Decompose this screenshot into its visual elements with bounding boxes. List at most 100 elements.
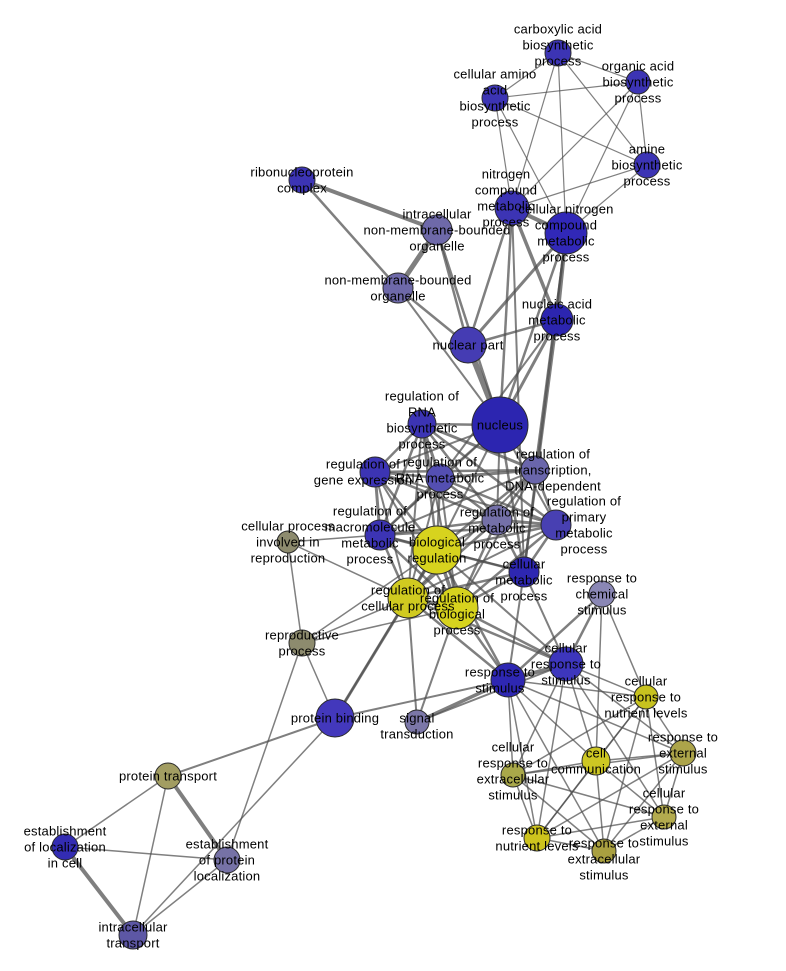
node-label-reg-cell-proc: regulation of cellular process: [361, 583, 455, 614]
edge-est-protein-local--intracell-transport: [132, 859, 228, 936]
node-rnp-complex[interactable]: [288, 166, 316, 194]
node-reg-cell-proc[interactable]: [387, 577, 429, 619]
node-label-reg-bio-proc: regulation of biological process: [420, 591, 494, 638]
node-nuclear-part[interactable]: [449, 326, 487, 364]
node-resp-stimulus[interactable]: [490, 662, 526, 698]
node-cell-resp-extracell[interactable]: [500, 762, 526, 788]
node-reg-metab[interactable]: [481, 504, 513, 536]
node-label-est-local-cell: establishment of localization in cell: [24, 824, 107, 871]
node-label-intra-nmb-organelle: intracellular non-membrane-bounded organel…: [363, 207, 510, 254]
edge-reg-bio-proc--repro-proc: [301, 607, 458, 644]
node-intracell-transport[interactable]: [118, 920, 148, 950]
node-carboxylic-acid[interactable]: [544, 39, 572, 67]
node-cell-metab[interactable]: [508, 556, 540, 588]
edge-resp-stimulus--cell-comm: [507, 679, 597, 762]
labels-layer: carboxylic acid biosynthetic processcellul…: [24, 22, 718, 951]
edge-rnp-complex--intra-nmb-organelle: [301, 178, 438, 232]
node-nitrogen-compound[interactable]: [494, 190, 530, 226]
node-label-reg-metab: regulation of metabolic process: [460, 505, 534, 552]
node-label-nucleic-acid: nucleic acid metabolic process: [522, 297, 592, 344]
edge-nucleic-acid--nitrogen-compound: [510, 207, 559, 321]
node-label-protein-transport: protein transport: [119, 769, 217, 784]
node-resp-nutrient[interactable]: [523, 824, 551, 852]
node-nucleic-acid[interactable]: [540, 303, 574, 337]
node-label-signal-transduction: signal transduction: [380, 711, 453, 742]
node-protein-binding[interactable]: [315, 698, 355, 738]
node-reg-transcription[interactable]: [520, 455, 550, 485]
edge-nitrogen-compound--nucleus: [498, 207, 514, 426]
node-cell-resp-external[interactable]: [651, 804, 677, 830]
node-label-organic-acid: organic acid biosynthetic process: [602, 59, 675, 106]
node-label-cell-metab: cellular metabolic process: [495, 557, 553, 604]
node-resp-external[interactable]: [669, 739, 697, 767]
edge-protein-transport--est-local-cell: [64, 775, 169, 848]
edge-nuclear-part--cell-nitrogen: [466, 232, 568, 346]
node-label-cell-resp-extracell: cellular response to extracellular stimulus: [477, 740, 550, 803]
node-reg-primary[interactable]: [540, 509, 572, 541]
node-label-reg-macromol: regulation of macromolecule metabolic proce…: [325, 504, 416, 567]
node-resp-extracell[interactable]: [591, 838, 617, 864]
node-label-cell-resp-stim: cellular response to stimulus: [531, 641, 601, 688]
node-cell-resp-nutrient[interactable]: [633, 684, 659, 710]
node-reg-gene-expr[interactable]: [359, 456, 391, 488]
node-cell-proc-repro[interactable]: [276, 530, 300, 554]
node-label-bio-regulation: biological regulation: [407, 535, 466, 566]
node-label-resp-chemical: response to chemical stimulus: [567, 571, 637, 618]
node-intra-nmb-organelle[interactable]: [421, 214, 453, 246]
node-amine[interactable]: [633, 151, 661, 179]
edge-resp-stimulus--resp-nutrient: [507, 679, 538, 839]
edge-amino-acid--amine: [494, 97, 648, 166]
node-label-amine: amine biosynthetic process: [611, 142, 682, 189]
node-reg-rna-metab[interactable]: [425, 463, 455, 493]
edge-carboxylic-acid--nitrogen-compound: [511, 52, 559, 209]
edge-cell-resp-stim--signal-transduction: [416, 663, 567, 723]
node-repro-proc[interactable]: [288, 629, 316, 657]
node-label-nuclear-part: nuclear part: [432, 338, 503, 353]
node-est-protein-local[interactable]: [213, 846, 241, 874]
node-label-reg-rna-metab: regulation of RNA metabolic process: [396, 455, 485, 502]
edge-organic-acid--nitrogen-compound: [511, 81, 639, 209]
node-nucleus[interactable]: [471, 396, 529, 454]
node-resp-chemical[interactable]: [588, 580, 616, 608]
edge-cell-proc-repro--repro-proc: [287, 541, 303, 644]
node-protein-transport[interactable]: [154, 762, 182, 790]
node-amino-acid[interactable]: [481, 84, 509, 112]
edge-reg-cell-proc--cell-resp-stim: [407, 596, 567, 666]
node-nmb-organelle[interactable]: [382, 272, 414, 304]
edge-cell-resp-extracell--cell-resp-external: [512, 774, 665, 818]
edge-resp-stimulus--cell-resp-nutrient: [507, 679, 647, 698]
node-organic-acid[interactable]: [625, 69, 651, 95]
node-est-local-cell[interactable]: [51, 833, 79, 861]
node-label-reg-gene-expr: regulation of gene expression: [314, 457, 412, 488]
edge-reg-cell-proc--resp-stimulus: [407, 597, 509, 681]
edge-cell-comm--resp-nutrient: [536, 760, 597, 839]
edge-protein-binding--intracell-transport: [132, 717, 336, 936]
edge-organic-acid--cell-nitrogen: [565, 81, 639, 234]
edge-cell-metab--resp-stimulus: [507, 571, 525, 681]
edge-bio-regulation--repro-proc: [301, 549, 438, 644]
node-label-resp-stimulus: response to stimulus: [465, 665, 535, 696]
node-reg-macromol[interactable]: [364, 519, 396, 551]
node-signal-transduction[interactable]: [404, 709, 430, 735]
node-bio-regulation[interactable]: [412, 525, 462, 575]
node-reg-bio-proc[interactable]: [435, 586, 479, 630]
node-cell-comm[interactable]: [581, 746, 611, 776]
node-label-est-protein-local: establishment of protein localization: [186, 837, 269, 884]
node-cell-nitrogen[interactable]: [544, 211, 588, 255]
edge-amino-acid--nitrogen-compound: [494, 97, 513, 209]
edge-cell-comm--resp-extracell: [595, 760, 605, 852]
node-label-nucleus: nucleus: [477, 418, 524, 433]
edge-est-local-cell--est-protein-local: [64, 846, 228, 861]
edge-nuclear-part--nitrogen-compound: [466, 207, 514, 346]
node-cell-resp-stim[interactable]: [548, 646, 584, 682]
edge-protein-transport--intracell-transport: [132, 775, 169, 936]
edge-resp-stimulus--resp-external: [507, 679, 684, 754]
node-label-resp-external: response to external stimulus: [648, 730, 718, 777]
edge-reg-rna-biosyn--reg-transcription: [421, 422, 536, 472]
node-label-intracell-transport: intracellular transport: [98, 920, 168, 951]
node-reg-rna-biosyn[interactable]: [407, 409, 437, 439]
edge-cell-comm--cell-resp-external: [595, 760, 665, 818]
node-label-cell-resp-nutrient: cellular response to nutrient levels: [604, 674, 688, 721]
